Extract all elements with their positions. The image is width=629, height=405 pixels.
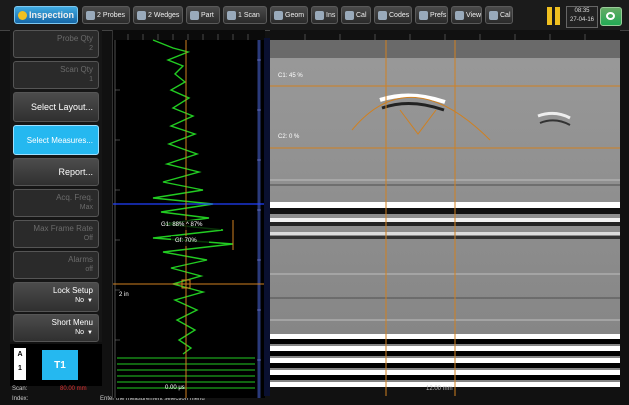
inspection-icon xyxy=(18,10,27,20)
tab-view[interactable]: View xyxy=(451,6,482,24)
ascan-bottom-label: 0.00 μs xyxy=(165,385,185,391)
bscan-cursor-label-1: C1: 45 % xyxy=(278,73,303,79)
ascan-gate-label-1: G1: 88% ^ 87% xyxy=(161,222,203,228)
tab-prefs[interactable]: Prefs xyxy=(415,6,448,24)
bscan-view[interactable]: C1: 45 % C2: 0 % 12.00 mm xyxy=(270,30,620,396)
part-icon xyxy=(190,10,199,20)
scan-icon xyxy=(227,10,236,20)
report-button[interactable]: Report... xyxy=(13,158,99,186)
ascan-depth-marker: 2 in xyxy=(119,292,129,298)
tab-inspection[interactable]: Inspection xyxy=(14,6,78,24)
left-menu: Probe Qty 2 Scan Qty 1 Select Layout... … xyxy=(10,30,102,342)
ascan-plot xyxy=(113,30,265,398)
tab-geometry[interactable]: Geom xyxy=(270,6,308,24)
clock: 08:35 27-04-16 xyxy=(566,6,598,28)
calibration-icon xyxy=(345,10,354,20)
tab-part[interactable]: Part xyxy=(186,6,220,24)
system-icon[interactable] xyxy=(600,7,622,26)
menu-probe-qty[interactable]: Probe Qty 2 xyxy=(13,30,99,58)
clock-time: 08:35 xyxy=(574,8,590,14)
tab-ins[interactable]: Ins xyxy=(311,6,338,24)
bscan-bottom-label: 12.00 mm xyxy=(426,386,453,392)
status-hint: Enter the measurement selection menu xyxy=(100,396,205,402)
dropdown-arrow-icon: ▼ xyxy=(87,330,93,336)
scan-label: Scan: xyxy=(12,386,28,392)
select-measures-button[interactable]: Select Measures... xyxy=(13,125,99,155)
menu-lock-setup[interactable]: Lock Setup No ▼ xyxy=(13,282,99,312)
menu-scan-qty[interactable]: Scan Qty 1 xyxy=(13,61,99,89)
ascan-gate-label-2: Gf: 70% xyxy=(175,238,197,244)
index-label: Index: xyxy=(12,396,29,402)
preferences-icon xyxy=(419,10,428,20)
tab-probes[interactable]: 2 Probes xyxy=(82,6,130,24)
tab-cal[interactable]: Cal xyxy=(341,6,371,24)
depth-ruler xyxy=(264,38,270,396)
geometry-icon xyxy=(274,10,283,20)
tab-codes[interactable]: Codes xyxy=(374,6,412,24)
menu-acq-freq[interactable]: Acq. Freq. Max xyxy=(13,189,99,217)
menu-alarms[interactable]: Alarms off xyxy=(13,251,99,279)
select-layout-button[interactable]: Select Layout... xyxy=(13,92,99,122)
battery-icon xyxy=(547,7,563,25)
ascan-view[interactable]: G1: 88% ^ 87% Gf: 70% 2 in 0.00 μs xyxy=(112,30,265,398)
view-icon xyxy=(455,10,464,20)
menu-short-menu[interactable]: Short Menu No ▼ xyxy=(13,314,99,342)
dropdown-arrow-icon: ▼ xyxy=(87,298,93,304)
tab-scan[interactable]: 1 Scan xyxy=(223,6,267,24)
codes-icon xyxy=(378,10,387,20)
calibration-2-icon xyxy=(489,10,498,20)
menu-max-frame-rate[interactable]: Max Frame Rate Off xyxy=(13,220,99,248)
top-toolbar: Inspection 2 Probes 2 Wedges Part 1 Scan… xyxy=(0,0,629,31)
probes-icon xyxy=(86,10,95,20)
bscan-cursor-label-2: C2: 0 % xyxy=(278,134,300,140)
clock-date: 27-04-16 xyxy=(569,17,595,23)
channel-button[interactable]: T1 xyxy=(42,350,78,380)
inspect-settings-icon xyxy=(315,10,324,20)
tab-cal-2[interactable]: Cal xyxy=(485,6,513,24)
wedges-icon xyxy=(137,10,146,20)
bscan-image xyxy=(270,30,620,396)
tab-wedges[interactable]: 2 Wedges xyxy=(133,6,183,24)
group-indicator[interactable]: A 1 xyxy=(14,348,26,380)
scan-value: 80.00 mm xyxy=(60,386,87,392)
